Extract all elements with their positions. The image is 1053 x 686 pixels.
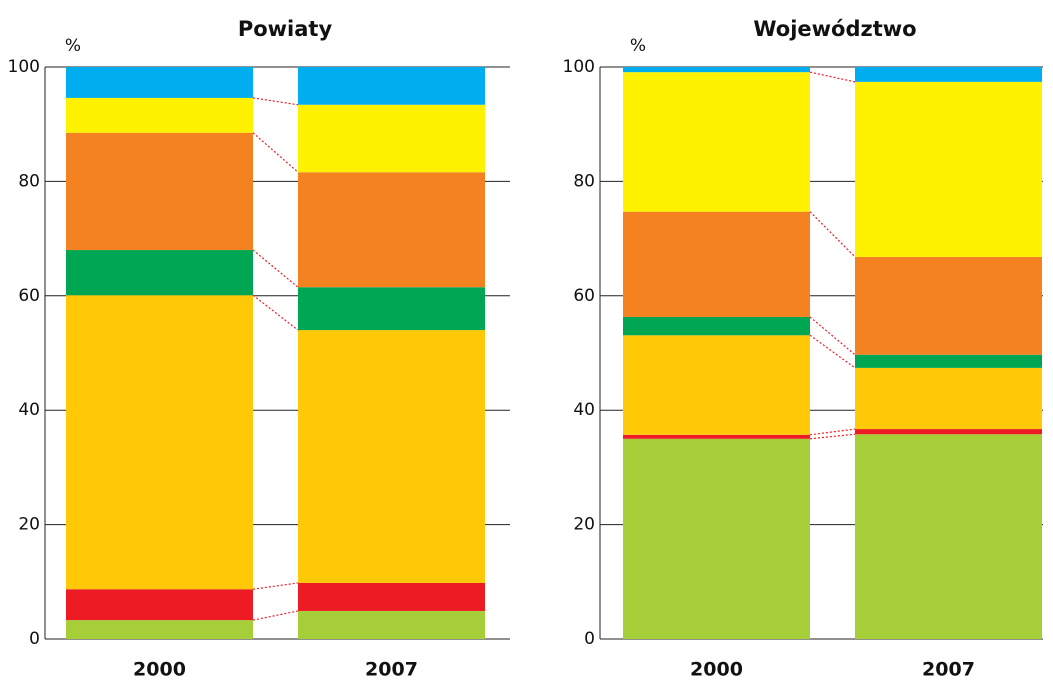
- connector: [252, 610, 299, 621]
- bar-segment: [623, 211, 810, 317]
- connector: [809, 316, 856, 356]
- bar-segment: [855, 367, 1042, 430]
- x-tick-label: 2007: [922, 659, 975, 681]
- y-tick-label: 20: [573, 515, 595, 535]
- bar-segment: [66, 67, 253, 98]
- y-axis-label: %: [630, 36, 646, 56]
- y-tick-label: 20: [18, 515, 40, 535]
- y-tick-label: 60: [18, 286, 40, 306]
- bar-segment: [298, 172, 485, 288]
- bar-segment: [66, 250, 253, 296]
- y-axis-label: %: [65, 36, 81, 56]
- bar-segment: [623, 438, 810, 639]
- bar-segment: [66, 132, 253, 251]
- bar-segment: [855, 256, 1042, 355]
- y-tick-label: 100: [8, 57, 40, 77]
- bar-segment: [855, 67, 1042, 82]
- y-tick-label: 80: [573, 171, 595, 191]
- y-tick-label: 80: [18, 171, 40, 191]
- connector: [809, 433, 856, 440]
- y-tick-label: 100: [563, 57, 595, 77]
- connector: [252, 132, 299, 173]
- bar-segment: [66, 589, 253, 621]
- bar-segment: [855, 81, 1042, 257]
- bar-segment: [298, 582, 485, 611]
- y-tick-label: 60: [573, 286, 595, 306]
- y-tick-label: 0: [29, 629, 40, 649]
- chart-title: Województwo: [753, 17, 916, 41]
- bar-segment: [623, 434, 810, 439]
- bar-segment: [298, 330, 485, 583]
- connector: [252, 97, 299, 106]
- x-tick-label: 2007: [365, 659, 418, 681]
- bar-segment: [298, 287, 485, 331]
- bar-segment: [623, 67, 810, 73]
- bar-segment: [66, 97, 253, 133]
- bar-segment: [623, 316, 810, 336]
- y-tick-label: 40: [18, 400, 40, 420]
- connector: [809, 428, 856, 436]
- bar-segment: [855, 354, 1042, 368]
- bar-segment: [298, 67, 485, 105]
- y-tick-label: 40: [573, 400, 595, 420]
- bar-segment: [623, 72, 810, 212]
- connector: [252, 294, 299, 331]
- connector: [252, 249, 299, 288]
- x-tick-label: 2000: [133, 659, 186, 681]
- bar-segment: [66, 295, 253, 590]
- chart-title: Powiaty: [238, 17, 333, 41]
- connector: [809, 211, 856, 258]
- bar-segment: [298, 104, 485, 173]
- y-tick-label: 0: [584, 629, 595, 649]
- connector: [809, 334, 856, 369]
- bar-segment: [623, 335, 810, 435]
- connector: [252, 582, 299, 590]
- bar-segment: [66, 620, 253, 639]
- bar-segment: [298, 610, 485, 639]
- bar-segment: [855, 434, 1042, 639]
- connector: [809, 71, 856, 83]
- bar-segment: [855, 429, 1042, 435]
- x-tick-label: 2000: [690, 659, 743, 681]
